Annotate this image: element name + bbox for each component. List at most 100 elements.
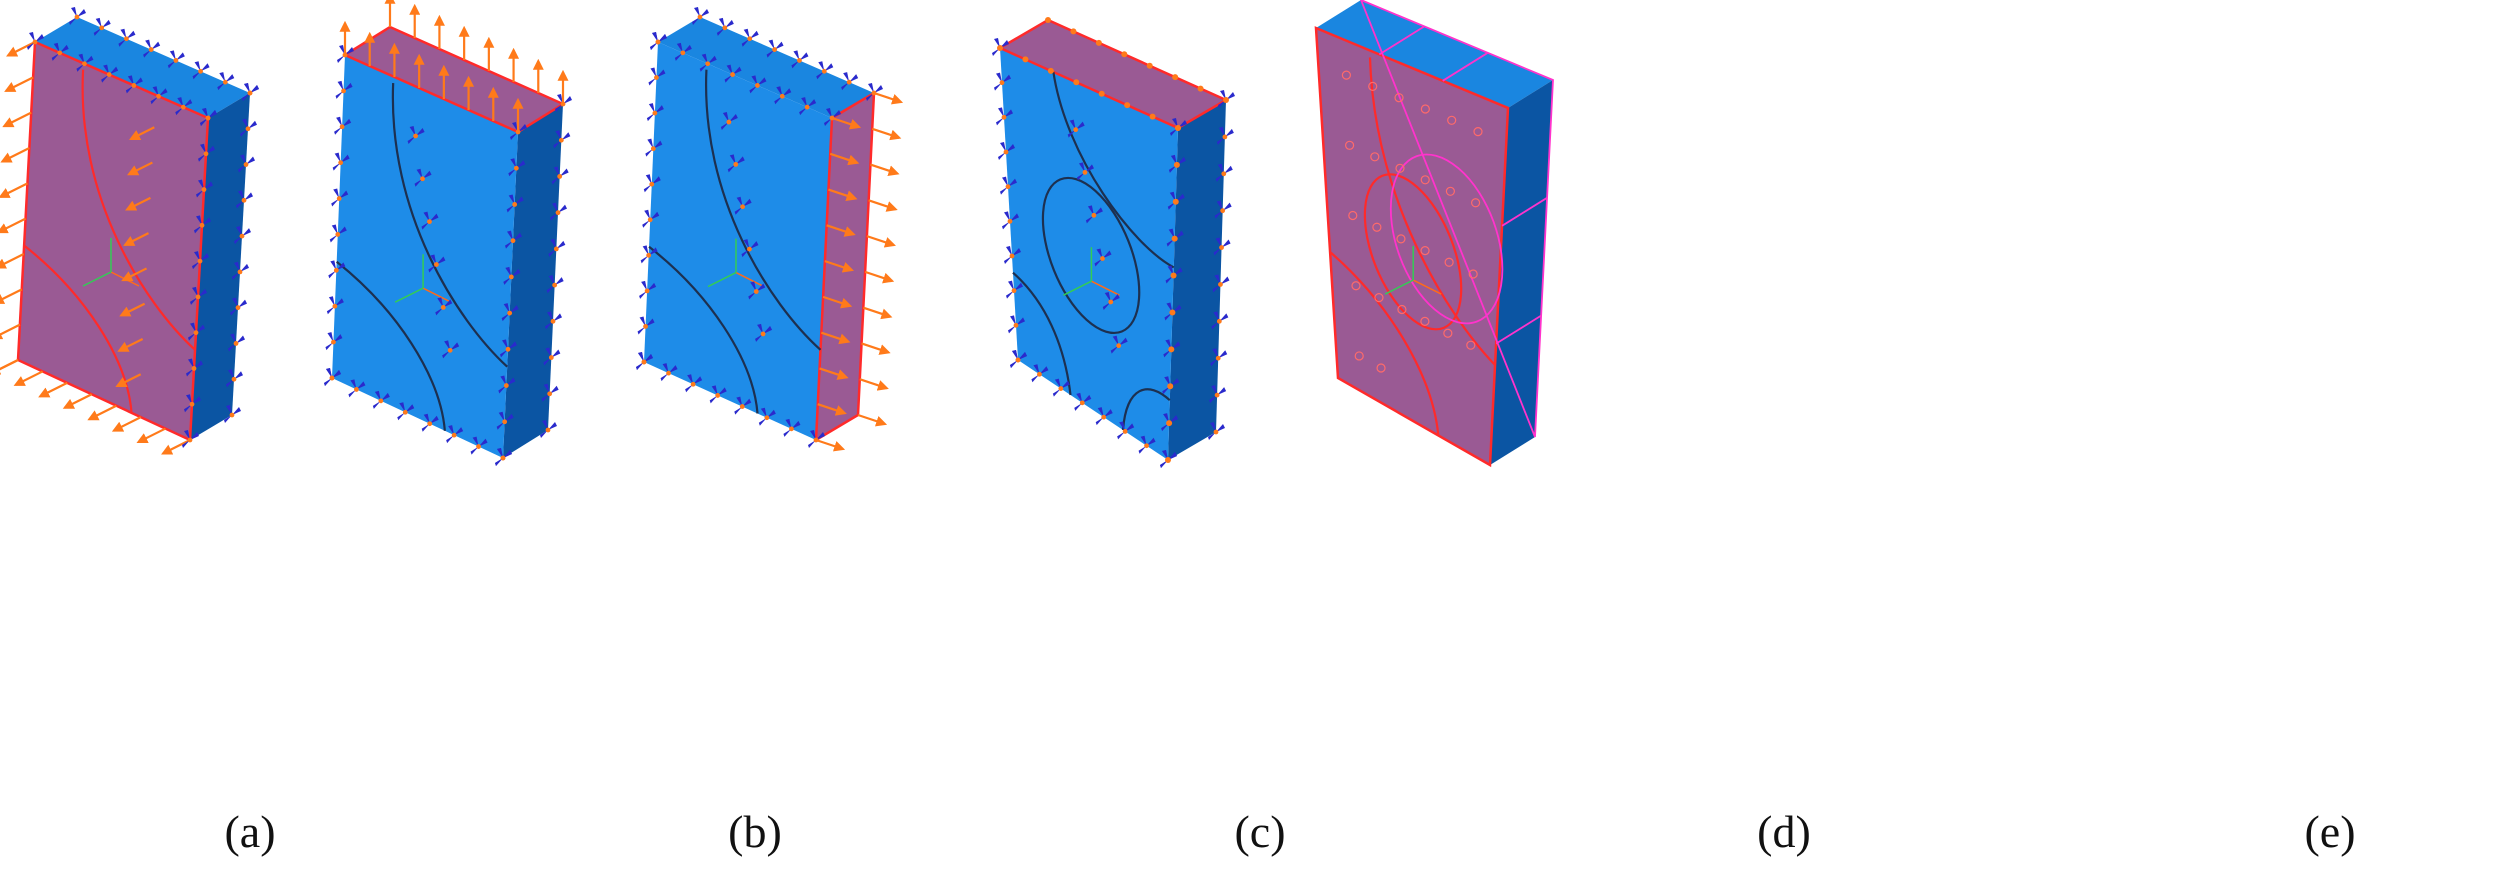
load-point	[1197, 85, 1204, 92]
bc-symbol	[994, 72, 1011, 91]
bc-symbol	[501, 303, 519, 322]
bc-symbol	[866, 83, 883, 101]
load-point	[1168, 346, 1175, 353]
front-face	[644, 42, 832, 440]
bc-symbol	[184, 394, 201, 413]
bc-symbol	[709, 385, 727, 404]
bc-symbol	[724, 64, 742, 83]
quarter-hole-arc	[81, 69, 196, 351]
mesh-node	[1420, 316, 1430, 326]
bc-symbol	[500, 339, 517, 358]
bc-symbol	[543, 347, 561, 366]
bc-symbol	[716, 17, 734, 36]
load-arrow	[820, 331, 851, 345]
bc-symbol	[175, 97, 193, 116]
mesh-node	[1341, 70, 1352, 80]
mesh-node	[1354, 351, 1364, 361]
quarter-hole-arc	[1052, 71, 1175, 269]
mesh-node	[1420, 175, 1430, 185]
load-point	[1045, 17, 1051, 23]
bc-symbol	[642, 209, 660, 228]
bc-symbol	[758, 407, 776, 426]
load-arrow	[111, 416, 142, 432]
bc-symbol	[550, 202, 567, 221]
center-hole-ellipse	[1363, 173, 1463, 331]
bc-symbol	[1110, 335, 1128, 354]
bc-symbol	[727, 154, 745, 173]
bc-symbol	[329, 224, 347, 243]
bc-symbol	[674, 42, 692, 61]
load-point	[997, 45, 1003, 51]
load-arrow	[125, 196, 151, 211]
quarter-hole-arc	[1121, 388, 1171, 431]
bc-symbol	[505, 230, 522, 249]
bc-symbol	[143, 39, 161, 58]
bc-symbol	[1102, 291, 1120, 310]
axis-z	[707, 271, 737, 288]
bc-symbol	[741, 28, 759, 47]
bc-symbol	[194, 215, 211, 234]
load-arrow	[817, 403, 847, 416]
bc-symbol	[553, 130, 571, 149]
bc-symbol	[326, 296, 344, 315]
bc-symbol	[414, 168, 432, 187]
bc-symbol	[1000, 176, 1017, 195]
load-arrow	[121, 267, 148, 282]
bc-symbol	[190, 286, 207, 305]
bc-symbol	[774, 86, 792, 105]
mesh-node	[1420, 245, 1430, 256]
load-arrow	[127, 161, 153, 176]
bc-symbol	[1031, 364, 1049, 383]
load-arrow	[870, 163, 900, 176]
load-arrow	[868, 199, 898, 212]
bc-symbol	[1117, 421, 1135, 440]
load-point	[1073, 79, 1080, 86]
bc-symbol	[407, 125, 425, 144]
bc-symbol	[1216, 126, 1234, 145]
bc-symbol	[421, 413, 439, 432]
bc-symbol	[1004, 246, 1021, 264]
load-arrow	[819, 367, 849, 380]
bc-symbol	[503, 266, 521, 285]
panel-label-d: (d)	[1757, 806, 1811, 857]
bc-symbol	[541, 383, 559, 402]
load-arrow	[859, 378, 889, 391]
bc-symbol	[421, 211, 439, 230]
load-arrow	[0, 182, 28, 198]
load-point	[1095, 39, 1102, 46]
panel-label-c: (c)	[1234, 806, 1286, 857]
load-point	[1172, 198, 1179, 205]
partition-ellipse	[1389, 153, 1504, 325]
quarter-hole-arc	[391, 82, 508, 368]
bc-symbol	[1208, 422, 1225, 440]
front-face	[332, 55, 518, 458]
load-point	[1165, 457, 1171, 463]
bc-symbol	[324, 368, 341, 386]
bc-symbol	[188, 322, 205, 341]
bc-symbol	[1211, 311, 1229, 330]
bc-symbol	[741, 239, 759, 258]
load-point	[1173, 161, 1180, 168]
load-point	[1149, 113, 1156, 120]
bc-symbol	[192, 61, 210, 80]
block-panel-d	[992, 17, 1235, 468]
bc-symbol	[1138, 435, 1156, 454]
load-arrow	[866, 235, 896, 248]
bc-symbol	[1215, 163, 1233, 182]
bc-symbol	[470, 436, 488, 455]
mesh-node	[1468, 269, 1478, 279]
bc-symbol	[734, 196, 752, 215]
load-arrow	[87, 404, 117, 421]
bc-symbol	[640, 245, 658, 264]
bc-symbol	[548, 238, 566, 257]
load-arrow	[128, 126, 155, 140]
bc-symbol	[76, 53, 94, 72]
mesh-node	[1348, 210, 1358, 221]
bc-symbol	[196, 179, 213, 198]
axis-x	[422, 287, 452, 303]
axis-z	[394, 287, 424, 303]
load-arrow	[828, 188, 858, 201]
load-arrow	[873, 91, 904, 105]
bc-symbol	[332, 152, 350, 171]
bc-symbol	[720, 112, 738, 131]
